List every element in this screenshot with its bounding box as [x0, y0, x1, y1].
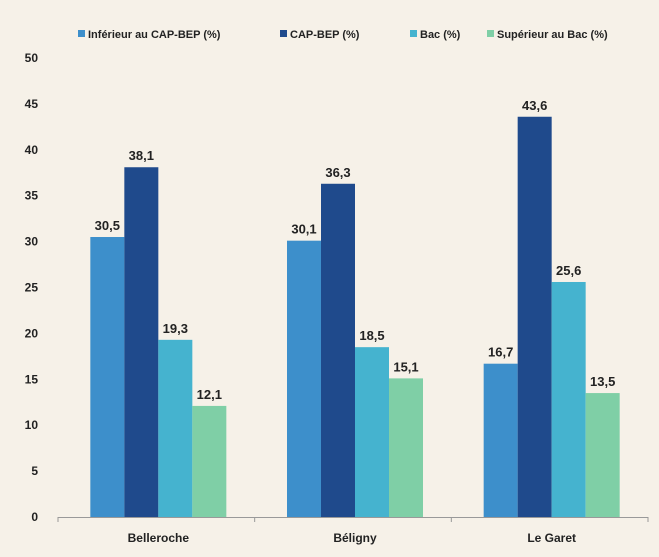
bar	[192, 405, 227, 517]
legend-swatch	[410, 30, 417, 37]
y-tick-label: 35	[25, 189, 39, 203]
bar	[124, 167, 159, 517]
data-labels: 30,5 38,1 19,3 12,1 30,1 36,3 18,5 15,1 16,7 43,6…	[95, 98, 616, 402]
bar	[355, 347, 389, 517]
y-tick-label: 40	[25, 143, 39, 157]
legend-swatch	[280, 30, 287, 37]
bar	[321, 183, 355, 518]
data-label: 30,5	[95, 218, 120, 233]
y-tick-label: 25	[25, 281, 39, 295]
y-tick-label: 15	[25, 372, 39, 386]
y-tick-label: 45	[25, 97, 39, 111]
bar	[585, 393, 620, 517]
data-label: 36,3	[325, 165, 350, 180]
data-label: 19,3	[163, 321, 188, 336]
data-label: 43,6	[522, 98, 547, 113]
legend-label: Bac (%)	[420, 29, 461, 41]
legend-swatch	[487, 30, 494, 37]
y-tick-label: 0	[31, 510, 38, 524]
data-label: 38,1	[129, 148, 154, 163]
y-tick-label: 5	[31, 464, 38, 478]
bars	[90, 116, 620, 518]
legend-label: Inférieur au CAP-BEP (%)	[88, 29, 221, 41]
bar	[287, 240, 321, 517]
legend-item: Bac (%)	[410, 29, 461, 41]
data-label: 18,5	[359, 328, 384, 343]
bar	[551, 281, 586, 517]
data-label: 30,1	[291, 222, 316, 237]
data-label: 13,5	[590, 374, 615, 389]
bar	[517, 116, 552, 517]
y-tick-label: 20	[25, 326, 39, 340]
category-label: Le Garet	[527, 531, 576, 545]
data-label: 12,1	[197, 387, 222, 402]
legend-item: CAP-BEP (%)	[280, 29, 360, 41]
legend-swatch	[78, 30, 85, 37]
bar	[483, 363, 518, 517]
y-tick-label: 30	[25, 235, 39, 249]
legend-label: CAP-BEP (%)	[290, 29, 360, 41]
y-tick-label: 50	[25, 51, 39, 65]
y-tick-label: 10	[25, 418, 39, 432]
bar	[389, 378, 423, 517]
data-label: 15,1	[393, 359, 418, 374]
legend-item: Inférieur au CAP-BEP (%)	[78, 29, 221, 41]
bar	[158, 339, 193, 517]
legend-label: Supérieur au Bac (%)	[497, 29, 608, 41]
data-label: 25,6	[556, 263, 581, 278]
data-label: 16,7	[488, 345, 513, 360]
y-axis: 0 5 10 15 20 25 30 35 40 45 50	[25, 51, 39, 524]
bar	[90, 237, 125, 517]
legend-item: Supérieur au Bac (%)	[487, 29, 608, 41]
legend: Inférieur au CAP-BEP (%) CAP-BEP (%) Bac (…	[78, 29, 608, 41]
category-label: Belleroche	[128, 531, 190, 545]
x-axis: Belleroche Béligny Le Garet	[57, 517, 649, 545]
category-label: Béligny	[333, 531, 377, 545]
